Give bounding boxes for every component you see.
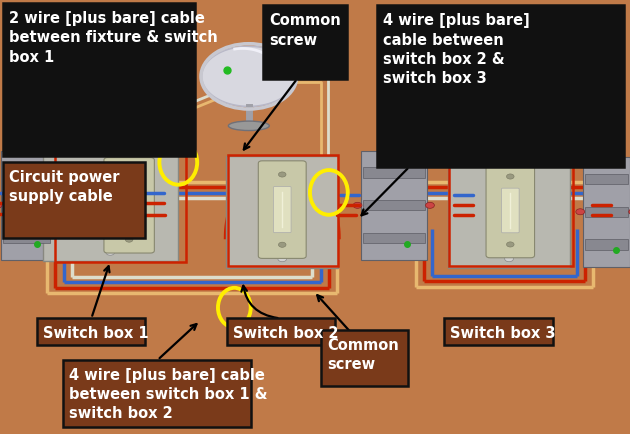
FancyBboxPatch shape xyxy=(486,164,535,258)
Ellipse shape xyxy=(228,122,270,131)
Bar xyxy=(363,201,425,211)
Circle shape xyxy=(51,203,60,209)
Circle shape xyxy=(278,162,287,168)
Polygon shape xyxy=(202,47,296,107)
Circle shape xyxy=(106,156,115,162)
Bar xyxy=(363,168,425,178)
FancyBboxPatch shape xyxy=(227,319,335,345)
Bar xyxy=(583,158,630,267)
FancyBboxPatch shape xyxy=(444,319,553,345)
Circle shape xyxy=(629,209,630,215)
Circle shape xyxy=(0,203,2,209)
FancyBboxPatch shape xyxy=(258,161,306,259)
Bar xyxy=(1,151,52,260)
FancyBboxPatch shape xyxy=(501,189,519,233)
FancyBboxPatch shape xyxy=(447,157,571,268)
FancyBboxPatch shape xyxy=(263,7,346,79)
FancyBboxPatch shape xyxy=(226,157,338,268)
Circle shape xyxy=(125,169,133,174)
Bar xyxy=(585,207,628,217)
Text: 4 wire [plus bare]
cable between
switch box 2 &
switch box 3: 4 wire [plus bare] cable between switch … xyxy=(383,13,530,86)
Text: 2 wire [plus bare] cable
between fixture & switch
box 1: 2 wire [plus bare] cable between fixture… xyxy=(9,11,218,64)
Bar xyxy=(585,240,628,250)
FancyBboxPatch shape xyxy=(37,319,145,345)
Text: Common
screw: Common screw xyxy=(328,337,399,371)
FancyBboxPatch shape xyxy=(63,360,251,427)
Circle shape xyxy=(576,209,585,215)
Circle shape xyxy=(106,250,115,256)
FancyBboxPatch shape xyxy=(377,7,624,167)
Text: Switch box 2: Switch box 2 xyxy=(233,326,338,340)
FancyBboxPatch shape xyxy=(120,184,138,228)
Bar xyxy=(449,155,573,267)
Bar xyxy=(228,155,338,267)
FancyBboxPatch shape xyxy=(321,330,408,386)
Circle shape xyxy=(125,237,133,243)
Bar xyxy=(585,174,628,184)
Bar xyxy=(3,233,50,244)
Bar xyxy=(55,149,186,263)
FancyBboxPatch shape xyxy=(3,4,195,157)
Bar xyxy=(3,201,50,211)
Text: 4 wire [plus bare] cable
between switch box 1 &
switch box 2: 4 wire [plus bare] cable between switch … xyxy=(69,367,268,421)
FancyBboxPatch shape xyxy=(3,163,145,238)
Text: Circuit power
supply cable: Circuit power supply cable xyxy=(9,170,120,204)
Circle shape xyxy=(278,243,286,248)
Text: Common
screw: Common screw xyxy=(270,13,341,47)
Bar xyxy=(360,151,427,260)
FancyBboxPatch shape xyxy=(273,187,291,233)
FancyBboxPatch shape xyxy=(104,158,154,253)
FancyBboxPatch shape xyxy=(113,66,183,131)
Circle shape xyxy=(507,174,514,180)
Circle shape xyxy=(505,256,513,262)
Circle shape xyxy=(426,203,435,209)
Circle shape xyxy=(507,242,514,247)
Circle shape xyxy=(278,173,286,178)
Text: Switch box 3: Switch box 3 xyxy=(450,326,556,340)
Circle shape xyxy=(505,162,513,168)
Circle shape xyxy=(278,256,287,262)
Text: Switch box 1: Switch box 1 xyxy=(43,326,149,340)
Bar xyxy=(3,168,50,178)
Bar xyxy=(363,233,425,244)
Circle shape xyxy=(353,203,362,209)
FancyBboxPatch shape xyxy=(42,150,178,262)
